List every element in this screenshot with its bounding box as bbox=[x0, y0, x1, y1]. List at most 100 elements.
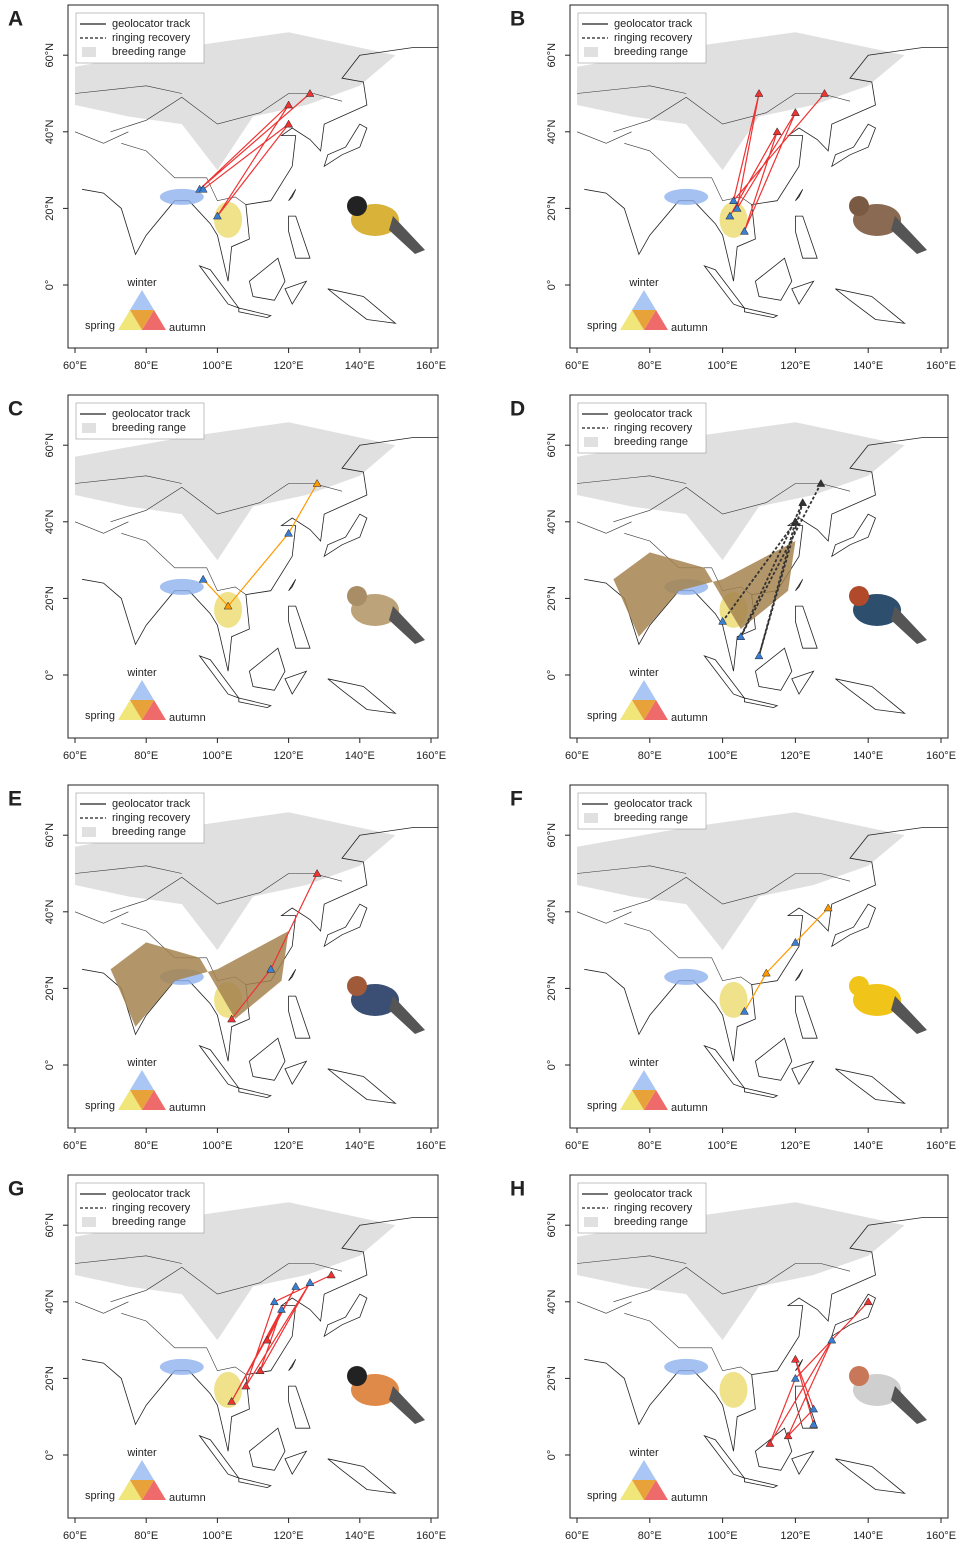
island bbox=[249, 1038, 285, 1080]
island bbox=[285, 1451, 306, 1474]
y-tick-label: 40°N bbox=[546, 509, 558, 534]
y-tick-label: 0° bbox=[44, 1060, 56, 1071]
x-tick-label: 100°E bbox=[708, 750, 738, 762]
y-tick-label: 0° bbox=[44, 280, 56, 291]
border bbox=[75, 132, 128, 144]
legend-swatch bbox=[584, 437, 598, 447]
y-tick-label: 40°N bbox=[44, 509, 56, 534]
x-tick-label: 60°E bbox=[63, 1530, 87, 1542]
legend-label: breeding range bbox=[112, 46, 186, 58]
y-tick-label: 60°N bbox=[546, 43, 558, 68]
stopover-area bbox=[720, 1372, 748, 1408]
legend-swatch bbox=[82, 423, 96, 433]
legend-label: geolocator track bbox=[112, 1188, 191, 1200]
season-label: autumn bbox=[671, 712, 708, 724]
island bbox=[289, 996, 310, 1038]
legend-label: geolocator track bbox=[614, 1188, 693, 1200]
legend-swatch bbox=[584, 813, 598, 823]
legend-swatch bbox=[82, 1217, 96, 1227]
island bbox=[289, 1359, 296, 1370]
legend-label: geolocator track bbox=[614, 408, 693, 420]
bird-tail bbox=[891, 606, 927, 644]
panel-label: H bbox=[510, 1178, 525, 1201]
season-top bbox=[130, 290, 154, 310]
island bbox=[328, 1459, 396, 1494]
island bbox=[200, 1046, 239, 1088]
bird-tail bbox=[891, 996, 927, 1034]
season-top bbox=[130, 1460, 154, 1480]
season-label: autumn bbox=[169, 1102, 206, 1114]
legend-swatch bbox=[82, 827, 96, 837]
island bbox=[285, 671, 306, 694]
panel: Cgeolocator trackbreeding range60°N40°N2… bbox=[8, 395, 446, 762]
island bbox=[704, 656, 744, 698]
x-tick-label: 100°E bbox=[202, 1530, 232, 1542]
x-tick-label: 120°E bbox=[780, 1530, 810, 1542]
legend-label: ringing recovery bbox=[614, 32, 693, 44]
x-tick-label: 100°E bbox=[202, 750, 232, 762]
legend-label: breeding range bbox=[614, 436, 688, 448]
island bbox=[795, 579, 802, 590]
track-point bbox=[791, 1355, 799, 1362]
track-point bbox=[242, 1382, 250, 1389]
track-point bbox=[292, 1282, 300, 1289]
island bbox=[704, 1436, 744, 1478]
y-tick-label: 20°N bbox=[546, 1366, 558, 1391]
bird-head bbox=[347, 196, 367, 216]
island bbox=[744, 1088, 777, 1098]
y-tick-label: 0° bbox=[546, 1450, 558, 1461]
x-tick-label: 140°E bbox=[853, 1530, 883, 1542]
y-tick-label: 60°N bbox=[44, 43, 56, 68]
island bbox=[289, 579, 296, 590]
legend-label: geolocator track bbox=[112, 798, 191, 810]
island bbox=[324, 904, 367, 946]
island bbox=[324, 124, 367, 166]
season-label: spring bbox=[85, 320, 115, 332]
island bbox=[328, 1069, 396, 1104]
y-tick-label: 20°N bbox=[44, 586, 56, 611]
legend-label: geolocator track bbox=[112, 408, 191, 420]
x-tick-label: 140°E bbox=[345, 750, 375, 762]
island bbox=[795, 216, 817, 258]
bird-tail bbox=[891, 1386, 927, 1424]
legend-label: geolocator track bbox=[112, 18, 191, 30]
season-label: autumn bbox=[169, 1492, 206, 1504]
island bbox=[755, 648, 791, 690]
season-label: winter bbox=[126, 667, 157, 679]
x-tick-label: 160°E bbox=[416, 750, 446, 762]
legend-label: ringing recovery bbox=[112, 32, 191, 44]
y-tick-label: 40°N bbox=[546, 119, 558, 144]
bird-tail bbox=[389, 996, 425, 1034]
season-label: winter bbox=[628, 1057, 659, 1069]
y-tick-label: 40°N bbox=[546, 899, 558, 924]
island bbox=[832, 124, 876, 166]
y-tick-label: 60°N bbox=[546, 433, 558, 458]
track-point bbox=[766, 1440, 774, 1447]
season-label: winter bbox=[628, 277, 659, 289]
legend-label: breeding range bbox=[614, 812, 688, 824]
island bbox=[289, 216, 310, 258]
track bbox=[744, 908, 828, 1011]
track-point bbox=[285, 120, 293, 127]
panel-label: G bbox=[8, 1178, 24, 1201]
legend-label: breeding range bbox=[112, 826, 186, 838]
breeding-range bbox=[75, 422, 395, 560]
x-tick-label: 140°E bbox=[345, 1530, 375, 1542]
island bbox=[289, 1386, 310, 1428]
island bbox=[285, 1061, 306, 1084]
legend-label: ringing recovery bbox=[112, 812, 191, 824]
x-tick-label: 100°E bbox=[202, 1140, 232, 1152]
season-label: spring bbox=[587, 320, 617, 332]
legend-swatch bbox=[584, 1217, 598, 1227]
island bbox=[200, 1436, 239, 1478]
y-tick-label: 60°N bbox=[546, 823, 558, 848]
x-tick-label: 60°E bbox=[63, 1140, 87, 1152]
season-label: spring bbox=[587, 1490, 617, 1502]
island bbox=[239, 1478, 271, 1488]
panel-label: E bbox=[8, 788, 22, 811]
y-tick-label: 40°N bbox=[44, 1289, 56, 1314]
breeding-range bbox=[577, 812, 905, 950]
legend-label: breeding range bbox=[112, 422, 186, 434]
panel: Dgeolocator trackringing recoverybreedin… bbox=[510, 395, 956, 762]
